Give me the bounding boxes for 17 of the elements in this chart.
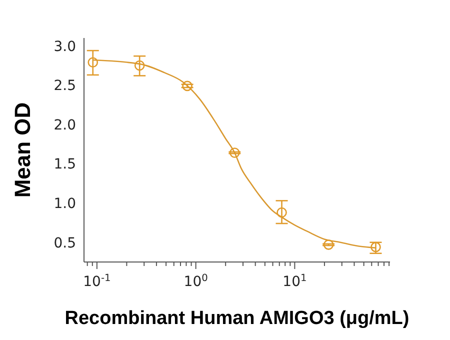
- x-tick-label: 10$^{1}$: [282, 272, 307, 290]
- point: [134, 60, 145, 71]
- point: [276, 207, 287, 218]
- point: [229, 148, 240, 158]
- point: [182, 80, 192, 92]
- x-tick-label: 10$^{-1}$: [83, 272, 111, 290]
- y-tick-label: 1.5: [54, 156, 76, 173]
- x-axis-title: Recombinant Human AMIGO3 (μg/mL): [64, 308, 410, 329]
- y-tick-label: 2.0: [54, 117, 76, 134]
- y-tick-label: 3.0: [54, 38, 76, 55]
- y-tick-label: 0.5: [54, 235, 76, 252]
- y-axis-title: Mean OD: [10, 102, 35, 198]
- x-tick-label: 10$^{0}$: [184, 272, 208, 290]
- y-tick-label: 1.0: [54, 196, 76, 212]
- point: [88, 57, 98, 68]
- y-tick-label: 2.5: [54, 78, 76, 94]
- point: [323, 240, 334, 250]
